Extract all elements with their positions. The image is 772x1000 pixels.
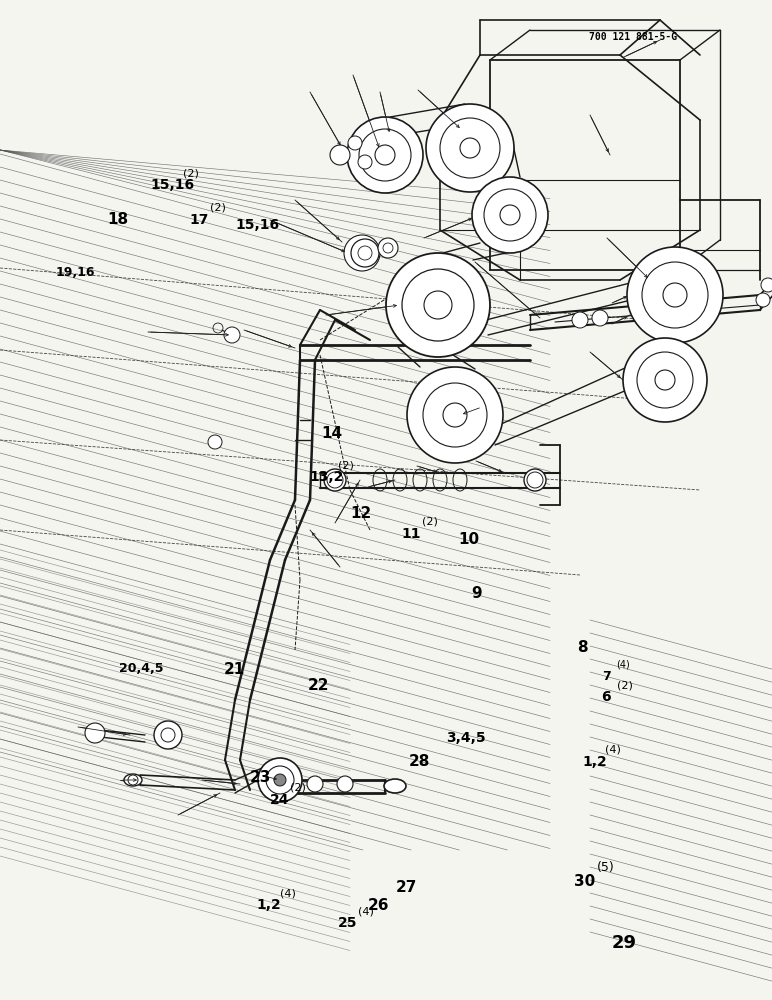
Text: 19,16: 19,16	[55, 266, 95, 279]
Text: 21: 21	[223, 662, 245, 678]
Ellipse shape	[124, 774, 142, 786]
Text: 8: 8	[577, 641, 588, 656]
Text: 13,2: 13,2	[310, 470, 344, 484]
Text: 22: 22	[307, 678, 329, 692]
Circle shape	[426, 104, 514, 192]
Text: 15,16: 15,16	[235, 218, 279, 232]
Text: (4): (4)	[279, 888, 296, 898]
Circle shape	[756, 293, 770, 307]
Text: 25: 25	[337, 916, 357, 930]
Text: (5): (5)	[597, 861, 615, 874]
Text: 9: 9	[471, 585, 482, 600]
Circle shape	[337, 776, 353, 792]
Circle shape	[307, 776, 323, 792]
Ellipse shape	[384, 779, 406, 793]
Circle shape	[274, 774, 286, 786]
Text: 7: 7	[601, 670, 611, 682]
Text: 1,2: 1,2	[582, 755, 607, 769]
Text: 30: 30	[574, 874, 595, 890]
Circle shape	[407, 367, 503, 463]
Text: 26: 26	[367, 898, 389, 912]
Text: 27: 27	[396, 880, 418, 896]
Circle shape	[472, 177, 548, 253]
Circle shape	[623, 338, 707, 422]
Text: (4): (4)	[616, 660, 630, 670]
Circle shape	[761, 278, 772, 292]
Text: 24: 24	[269, 793, 290, 807]
Text: 1,2: 1,2	[256, 898, 281, 912]
Text: (2): (2)	[290, 783, 306, 793]
Circle shape	[224, 327, 240, 343]
Text: (2): (2)	[210, 203, 226, 213]
Text: 18: 18	[107, 213, 129, 228]
Text: 17: 17	[189, 213, 209, 227]
Circle shape	[351, 239, 379, 267]
Text: 28: 28	[408, 754, 430, 770]
Text: (2): (2)	[337, 460, 354, 470]
Circle shape	[572, 312, 588, 328]
Text: 20,4,5: 20,4,5	[119, 662, 164, 674]
Circle shape	[330, 145, 350, 165]
Text: 23: 23	[249, 770, 271, 786]
Text: 12: 12	[350, 506, 372, 520]
Circle shape	[592, 310, 608, 326]
Circle shape	[154, 721, 182, 749]
Circle shape	[358, 155, 372, 169]
Ellipse shape	[524, 469, 546, 491]
Circle shape	[386, 253, 490, 357]
Circle shape	[85, 723, 105, 743]
Circle shape	[208, 435, 222, 449]
Text: 14: 14	[321, 426, 343, 440]
Text: (2): (2)	[422, 517, 438, 527]
Text: (2): (2)	[183, 168, 199, 178]
Text: (2): (2)	[617, 680, 633, 690]
Text: 3,4,5: 3,4,5	[445, 731, 486, 745]
Text: 10: 10	[458, 532, 479, 546]
Circle shape	[348, 136, 362, 150]
Text: 11: 11	[401, 527, 422, 541]
Circle shape	[344, 235, 380, 271]
Circle shape	[378, 238, 398, 258]
Text: 15,16: 15,16	[150, 178, 195, 192]
Text: 6: 6	[601, 690, 611, 704]
Text: 29: 29	[611, 934, 636, 952]
Circle shape	[347, 117, 423, 193]
Ellipse shape	[324, 469, 346, 491]
Text: (4): (4)	[605, 745, 621, 755]
Text: (4): (4)	[358, 906, 374, 916]
Text: 700 121 881-5-G: 700 121 881-5-G	[589, 32, 677, 42]
Circle shape	[258, 758, 302, 802]
Circle shape	[627, 247, 723, 343]
